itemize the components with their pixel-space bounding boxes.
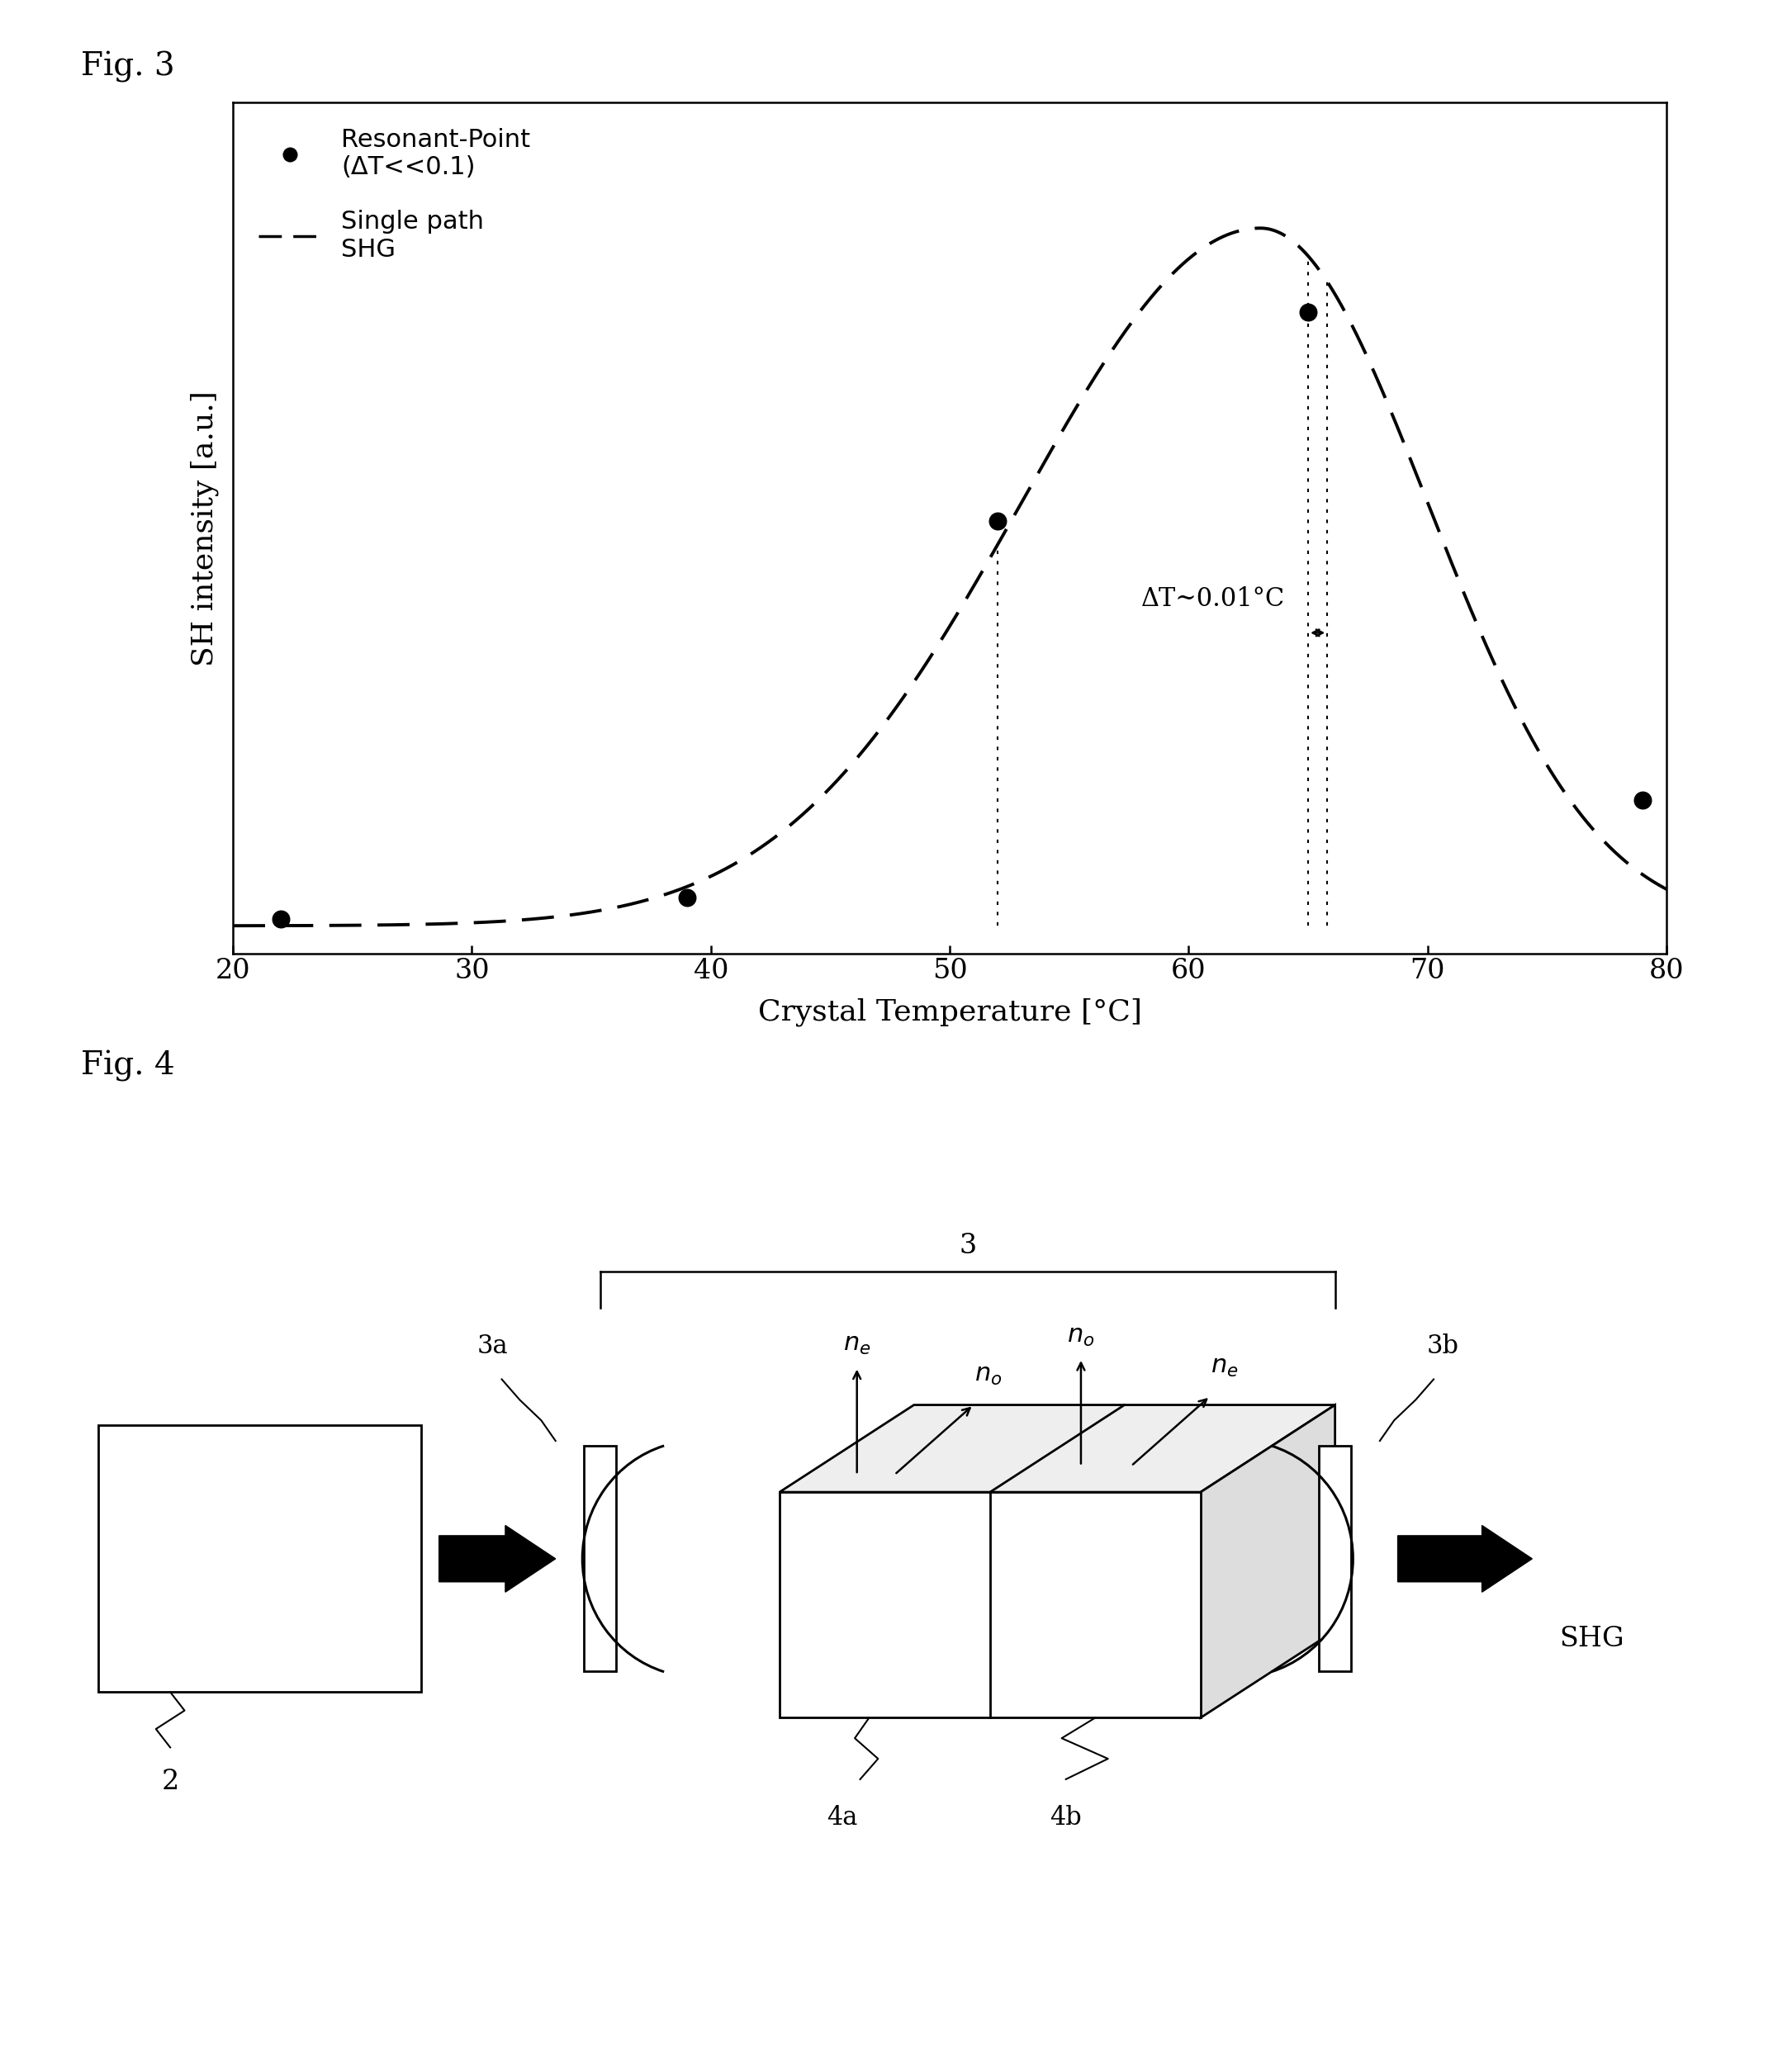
Bar	[1319, 1446, 1351, 1672]
Text: 3a: 3a	[477, 1333, 509, 1358]
Text: 2: 2	[161, 1768, 179, 1795]
Point	[984, 505, 1012, 537]
FancyArrow shape	[1398, 1526, 1532, 1592]
Bar	[584, 1446, 616, 1672]
Text: ΔT~0.01°C: ΔT~0.01°C	[1142, 587, 1285, 611]
Text: SHG: SHG	[1559, 1624, 1624, 1651]
FancyArrow shape	[439, 1526, 556, 1592]
Bar	[99, 1425, 421, 1692]
Text: 4b: 4b	[1050, 1805, 1082, 1829]
Text: $n_e$: $n_e$	[842, 1331, 871, 1358]
Text: 3b: 3b	[1426, 1333, 1459, 1358]
Point	[1629, 783, 1658, 816]
Text: $n_o$: $n_o$	[1066, 1323, 1095, 1348]
Polygon shape	[780, 1493, 1201, 1719]
Polygon shape	[1201, 1405, 1335, 1719]
Point	[672, 882, 701, 915]
Text: 4a: 4a	[826, 1805, 858, 1829]
Y-axis label: SH intensity [a.u.]: SH intensity [a.u.]	[190, 390, 219, 667]
Text: $n_o$: $n_o$	[975, 1362, 1002, 1386]
Polygon shape	[780, 1405, 1335, 1493]
Text: 3: 3	[959, 1233, 977, 1259]
Text: Fig. 4: Fig. 4	[81, 1050, 174, 1081]
Point	[267, 902, 296, 935]
X-axis label: Crystal Temperature [°C]: Crystal Temperature [°C]	[758, 999, 1142, 1026]
Text: Fig. 3: Fig. 3	[81, 51, 174, 82]
Text: $n_e$: $n_e$	[1211, 1354, 1238, 1378]
Point	[1294, 295, 1322, 328]
Legend: Resonant-Point
(ΔT<<0.1), Single path
SHG: Resonant-Point (ΔT<<0.1), Single path SH…	[246, 115, 543, 275]
